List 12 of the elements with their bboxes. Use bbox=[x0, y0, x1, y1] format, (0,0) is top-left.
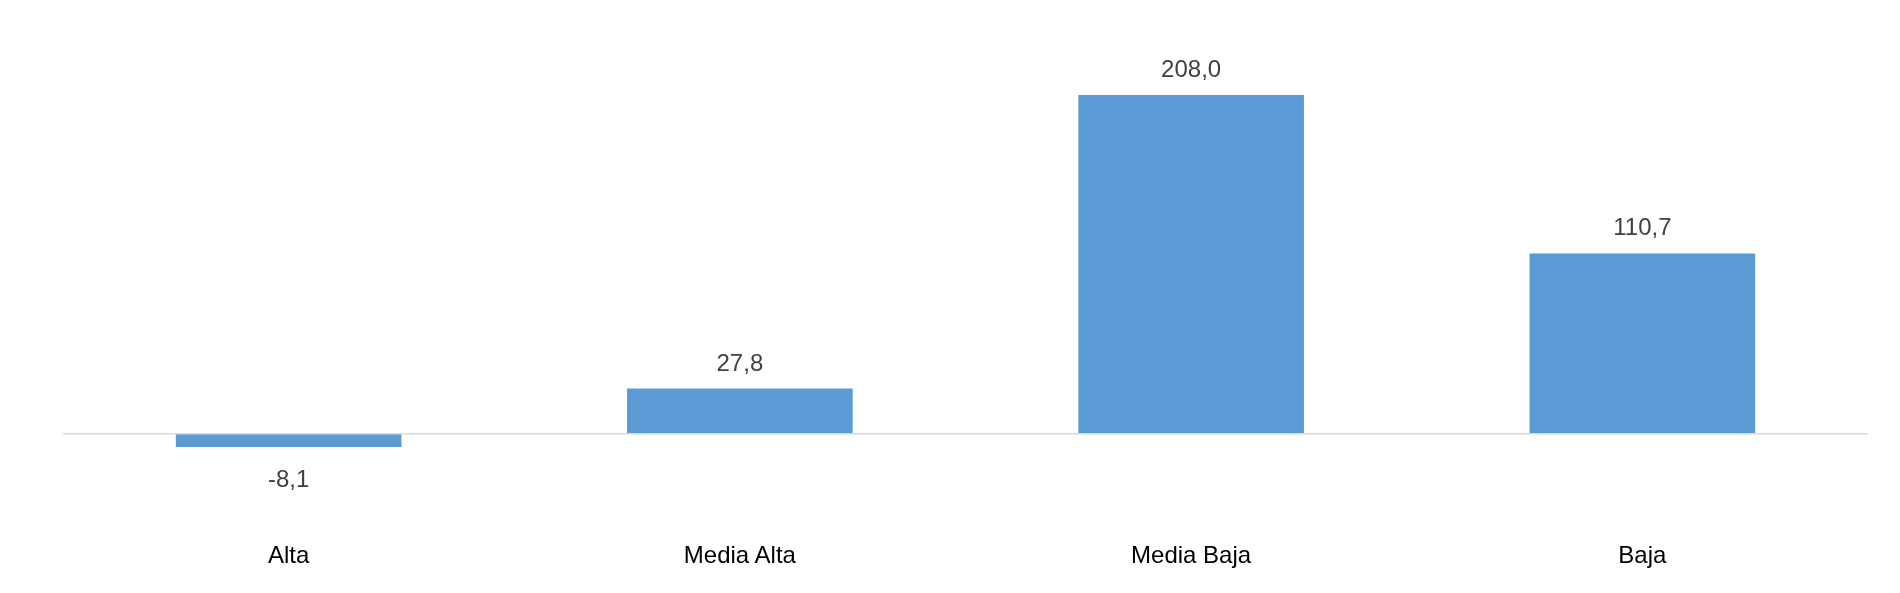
bar bbox=[1078, 95, 1304, 434]
x-tick-label: Alta bbox=[267, 541, 310, 568]
data-label: 27,8 bbox=[716, 348, 764, 376]
bar bbox=[175, 433, 402, 447]
data-label: -8,1 bbox=[267, 465, 310, 492]
bar bbox=[1529, 253, 1756, 434]
x-tick-label: Baja bbox=[1618, 541, 1668, 568]
bar bbox=[627, 388, 853, 434]
data-label: 208,0 bbox=[1161, 55, 1222, 82]
x-tick-label: Media Alta bbox=[683, 541, 797, 568]
data-label: 110,7 bbox=[1613, 213, 1672, 241]
x-tick-label: Media Baja bbox=[1131, 541, 1252, 568]
